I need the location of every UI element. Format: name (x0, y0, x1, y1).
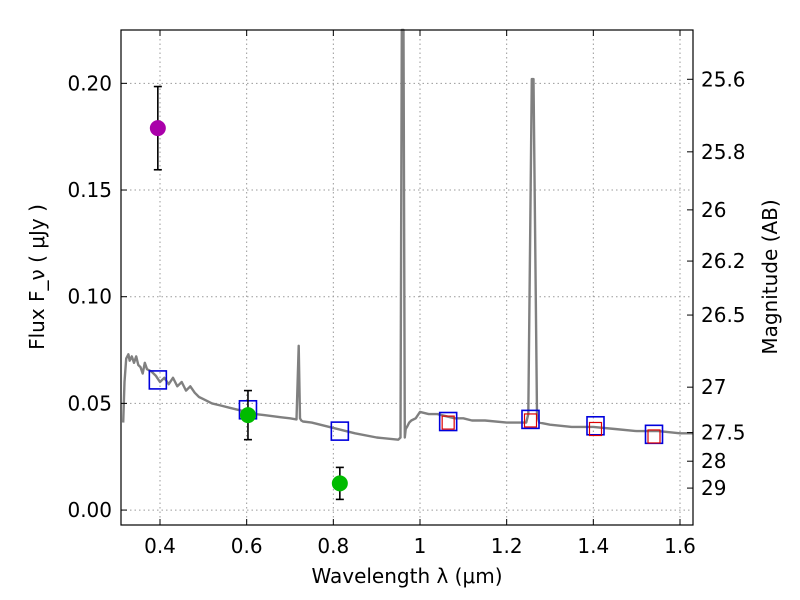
y-axis-label: Flux F_ν ( μJy ) (25, 204, 49, 350)
x-tick-label: 1.6 (664, 534, 696, 558)
model-photometry-square (438, 411, 458, 432)
right-tick-label: 27 (701, 375, 726, 399)
right-tick-label: 25.8 (701, 140, 746, 164)
plot-frame (120, 29, 694, 526)
y-tick-label: 0.05 (67, 391, 112, 415)
x-tick-label: 0.4 (144, 534, 176, 558)
right-tick-label: 26.2 (701, 249, 746, 273)
series-layer (122, 28, 693, 501)
y-tick-label: 0.15 (67, 178, 112, 202)
right-axis-label: Magnitude (AB) (758, 199, 782, 354)
observed-square (588, 421, 603, 437)
y-tick-label: 0.10 (67, 285, 112, 309)
right-tick-label: 29 (701, 476, 726, 500)
right-tick-label: 27.5 (701, 421, 746, 445)
x-tick-label: 1.4 (577, 534, 609, 558)
right-tick-label: 26 (701, 198, 726, 222)
model-photometry-square (148, 370, 168, 390)
observed-square (647, 429, 661, 444)
y-tick-label: 0.20 (67, 71, 112, 95)
observed-point (331, 475, 348, 492)
x-tick-label: 0.6 (231, 534, 263, 558)
axes-ticks: 0.4 0.6 0.8 1 1.2 1.4 1.6 0.00 0.05 0.10 0.15 0.20 2… (67, 30, 746, 558)
x-tick-label: 1 (414, 534, 427, 558)
model-photometry-square (586, 415, 605, 436)
right-tick-label: 26.5 (701, 303, 746, 327)
x-tick-label: 0.8 (317, 534, 349, 558)
y-tick-label: 0.00 (67, 498, 112, 522)
x-axis-label: Wavelength λ (μm) (311, 564, 502, 588)
observed-square (523, 413, 538, 428)
right-tick-label: 28 (701, 449, 726, 473)
right-tick-label: 25.6 (701, 67, 746, 91)
sed-model-line (122, 28, 693, 441)
x-tick-label: 1.2 (491, 534, 523, 558)
model-photometry-square (330, 421, 350, 441)
observed-point (239, 407, 256, 424)
observed-point (149, 120, 166, 137)
model-photometry-square (521, 409, 540, 430)
grid (121, 30, 693, 525)
observed-square (441, 415, 455, 430)
